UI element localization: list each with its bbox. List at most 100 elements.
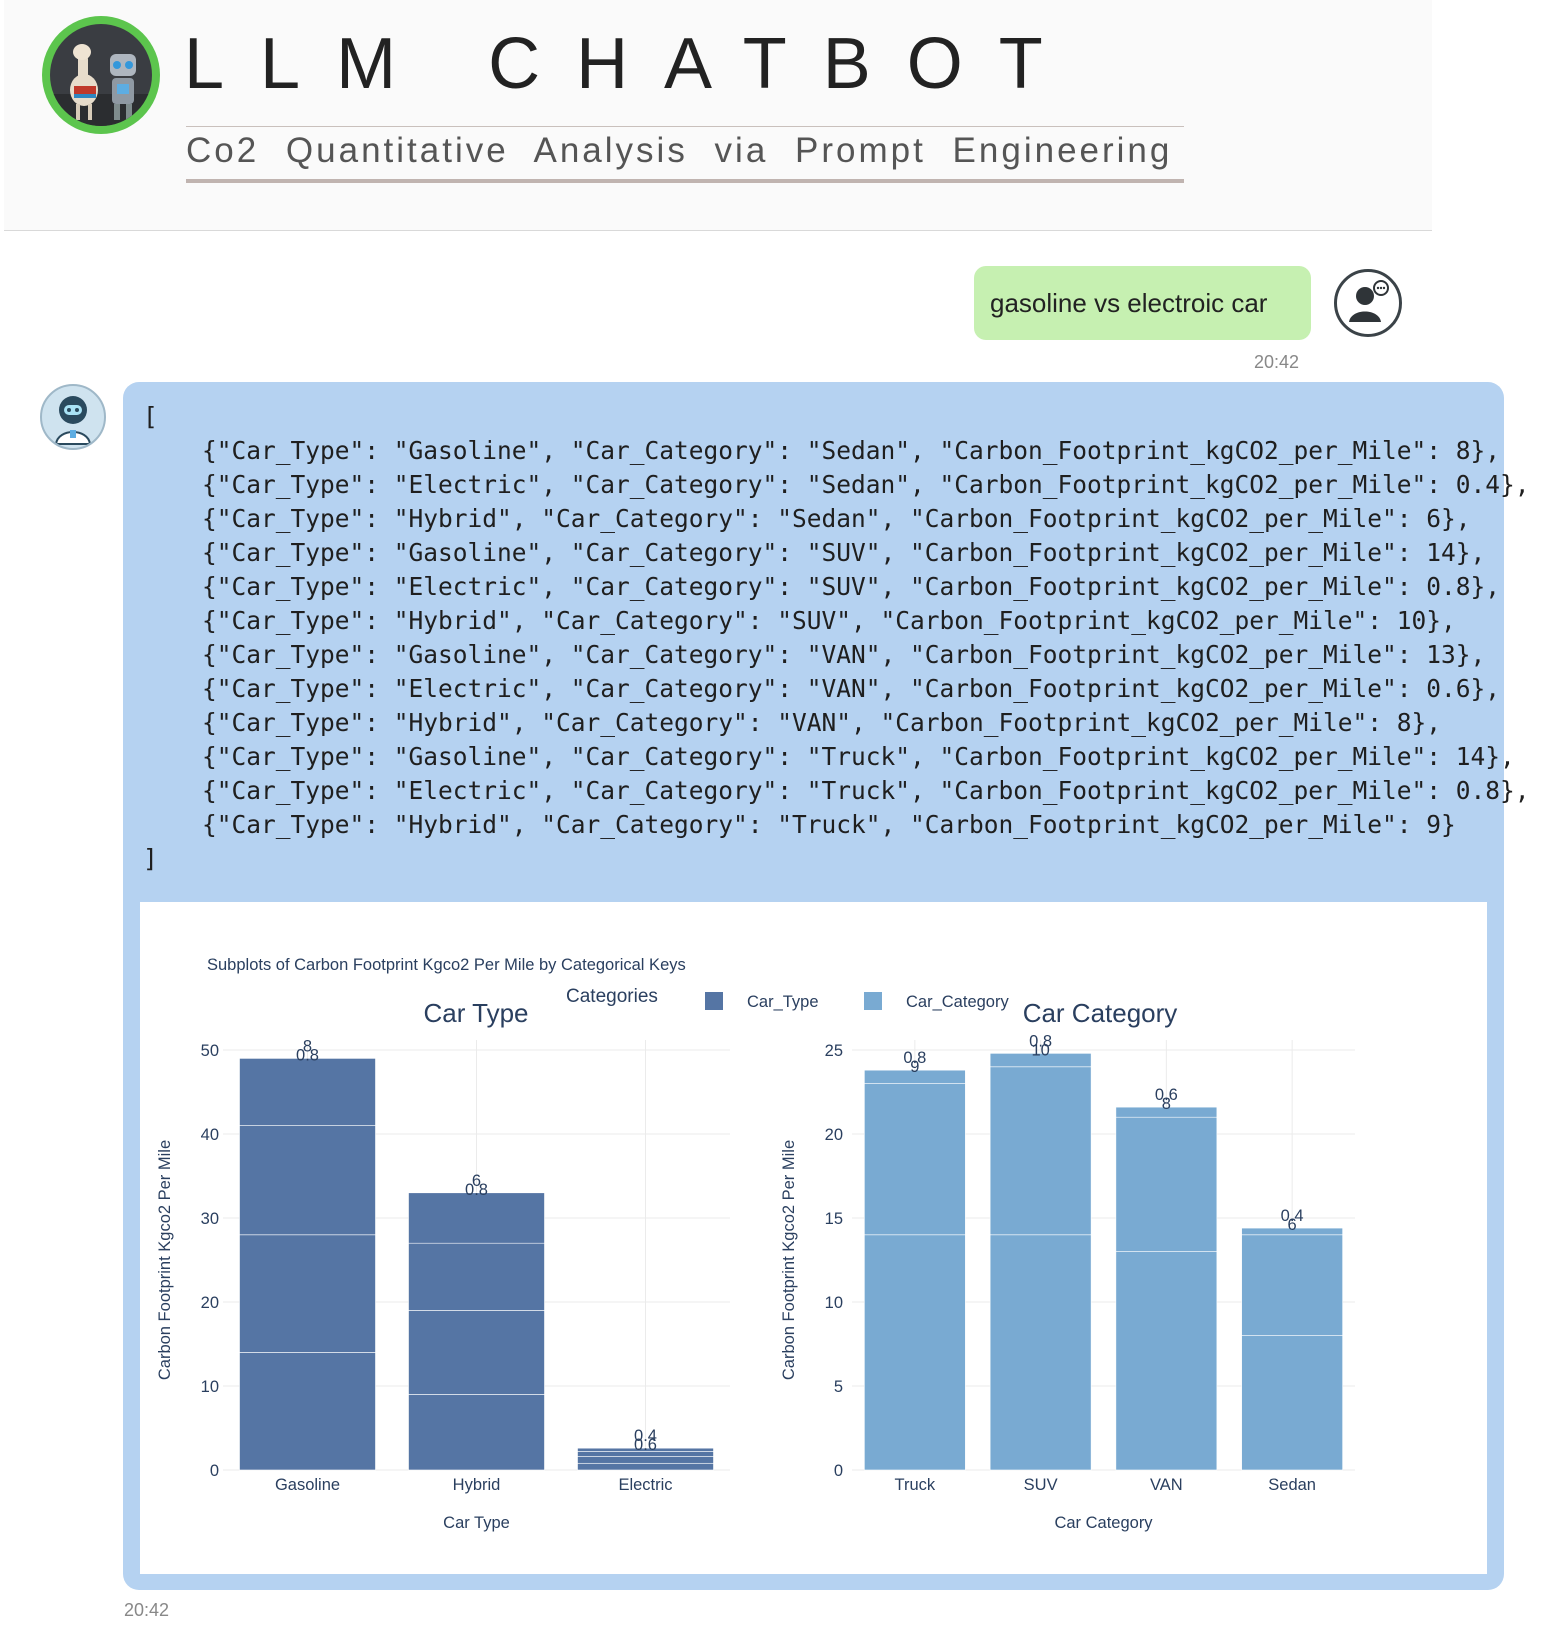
code-line: {"Car_Type": "Hybrid", "Car_Category": "… [202, 504, 1471, 533]
bot-avatar [40, 384, 106, 450]
bar-segment[interactable] [1241, 1335, 1343, 1471]
chart-title: Subplots of Carbon Footprint Kgco2 Per M… [207, 956, 686, 974]
code-line: {"Car_Type": "Hybrid", "Car_Category": "… [202, 810, 1456, 839]
bar-segment[interactable] [577, 1462, 714, 1471]
chatbot-logo [42, 16, 160, 134]
llama-robot-logo-image [50, 24, 152, 126]
bar-segment[interactable] [239, 1058, 376, 1126]
bar-value-label-overlap: 0.6 [634, 1436, 657, 1454]
y-axis-label: Carbon Footprint Kgco2 Per Mile [780, 1140, 798, 1380]
bar-value-label: 0.4 [634, 1427, 657, 1445]
x-tick-label: SUV [1024, 1476, 1058, 1494]
bar-segment[interactable] [577, 1447, 714, 1452]
y-tick-label: 10 [825, 1294, 843, 1312]
bar-value-label-overlap: 0.8 [296, 1046, 319, 1064]
bar-segment[interactable] [408, 1242, 545, 1311]
x-tick-label: Sedan [1268, 1476, 1316, 1494]
code-line: {"Car_Type": "Hybrid", "Car_Category": "… [202, 606, 1456, 635]
bar-segment[interactable] [239, 1352, 376, 1471]
y-tick-label: 0 [834, 1462, 843, 1480]
legend-title: Categories [566, 986, 658, 1007]
bar-value-label-overlap: 0.8 [465, 1181, 488, 1199]
code-open-bracket: [ [143, 402, 158, 431]
user-message-time: 20:42 [1254, 352, 1300, 372]
logo-illustration [50, 44, 152, 126]
bar-segment[interactable] [864, 1234, 966, 1471]
code-line: {"Car_Type": "Gasoline", "Car_Category":… [202, 436, 1501, 465]
bar-value-label-overlap: 10 [1031, 1041, 1049, 1059]
code-close-bracket: ] [143, 844, 158, 873]
y-tick-label: 50 [201, 1042, 219, 1060]
code-line: {"Car_Type": "Gasoline", "Car_Category":… [202, 538, 1486, 567]
code-line: {"Car_Type": "Electric", "Car_Category":… [202, 674, 1501, 703]
bar-segment[interactable] [239, 1125, 376, 1236]
page-title: LLM CHATBOT [184, 24, 1079, 104]
bar-segment[interactable] [864, 1069, 966, 1084]
chart-legend: Car_Type Car_Category [705, 992, 1009, 1011]
bar-value-label: 0.4 [1281, 1207, 1304, 1225]
bar-segment[interactable] [989, 1066, 1092, 1236]
x-tick-label: Truck [895, 1476, 936, 1494]
robot-avatar-icon [54, 396, 92, 445]
subplots-chart: Subplots of Carbon Footprint Kgco2 Per M… [156, 956, 1355, 1532]
user-avatar-icon [1349, 280, 1389, 322]
page-subtitle: Co2 Quantitative Analysis via Prompt Eng… [186, 131, 1173, 170]
y-axis-label: Carbon Footprint Kgco2 Per Mile [156, 1140, 174, 1380]
bar-segment[interactable] [408, 1310, 545, 1395]
subplot-title: Car Type [423, 998, 528, 1028]
y-tick-label: 15 [825, 1210, 843, 1228]
bar-value-label: 8 [303, 1037, 312, 1055]
x-tick-label: Gasoline [275, 1476, 340, 1494]
code-line: {"Car_Type": "Electric", "Car_Category":… [202, 572, 1501, 601]
bar-value-label-overlap: 9 [910, 1058, 919, 1076]
x-tick-label: Hybrid [453, 1476, 501, 1494]
bar-value-label: 0.8 [903, 1049, 926, 1067]
bar-segment[interactable] [239, 1234, 376, 1353]
y-tick-label: 10 [201, 1378, 219, 1396]
legend-label[interactable]: Car_Category [906, 993, 1009, 1011]
code-lines: {"Car_Type": "Gasoline", "Car_Category":… [143, 436, 1530, 839]
code-line: {"Car_Type": "Hybrid", "Car_Category": "… [202, 708, 1442, 737]
bot-message-time: 20:42 [124, 1600, 170, 1620]
bar-segment[interactable] [989, 1053, 1092, 1068]
y-tick-label: 25 [825, 1042, 843, 1060]
x-axis-label: Car Category [1054, 1514, 1153, 1532]
bar-segment[interactable] [989, 1234, 1092, 1471]
car-category-subplot: 051015202590.8Truck100.8SUV80.6VAN60.4Se… [780, 998, 1355, 1532]
bar-segment[interactable] [408, 1192, 545, 1244]
user-avatar [1334, 269, 1402, 337]
bar-segment[interactable] [1241, 1227, 1343, 1236]
bar-segment[interactable] [864, 1083, 966, 1236]
bar-segment[interactable] [577, 1456, 714, 1464]
y-tick-label: 20 [201, 1294, 219, 1312]
bar-segment[interactable] [1241, 1234, 1343, 1336]
user-message-text: gasoline vs electroic car [990, 288, 1268, 318]
subtitle-banner: Co2 Quantitative Analysis via Prompt Eng… [186, 126, 1184, 183]
code-line: {"Car_Type": "Gasoline", "Car_Category":… [202, 742, 1515, 771]
bar-segment[interactable] [1115, 1106, 1218, 1118]
y-tick-label: 5 [834, 1378, 843, 1396]
code-line: {"Car_Type": "Electric", "Car_Category":… [202, 470, 1530, 499]
bot-message-bubble: [ {"Car_Type": "Gasoline", "Car_Category… [123, 382, 1530, 1590]
legend-label[interactable]: Car_Type [747, 993, 819, 1011]
bar-segment[interactable] [408, 1394, 545, 1471]
bar-value-label-overlap: 6 [1288, 1216, 1297, 1234]
bar-segment[interactable] [1115, 1116, 1218, 1252]
y-tick-label: 40 [201, 1126, 219, 1144]
x-tick-label: VAN [1150, 1476, 1183, 1494]
legend-swatch[interactable] [705, 992, 723, 1010]
bar-value-label: 0.8 [1029, 1032, 1052, 1050]
y-tick-label: 20 [825, 1126, 843, 1144]
bar-value-label-overlap: 8 [1162, 1095, 1171, 1113]
y-tick-label: 30 [201, 1210, 219, 1228]
legend-swatch[interactable] [864, 992, 882, 1010]
bar-segment[interactable] [1115, 1251, 1218, 1471]
app-header: LLM CHATBOT Co2 Quantitative Analysis vi… [4, 0, 1432, 231]
x-tick-label: Electric [618, 1476, 672, 1494]
user-message-bubble: gasoline vs electroic car [974, 266, 1311, 340]
bar-value-label: 0.6 [1155, 1086, 1178, 1104]
y-tick-label: 0 [210, 1462, 219, 1480]
subplot-title: Car Category [1023, 998, 1178, 1028]
code-line: {"Car_Type": "Gasoline", "Car_Category":… [202, 640, 1486, 669]
